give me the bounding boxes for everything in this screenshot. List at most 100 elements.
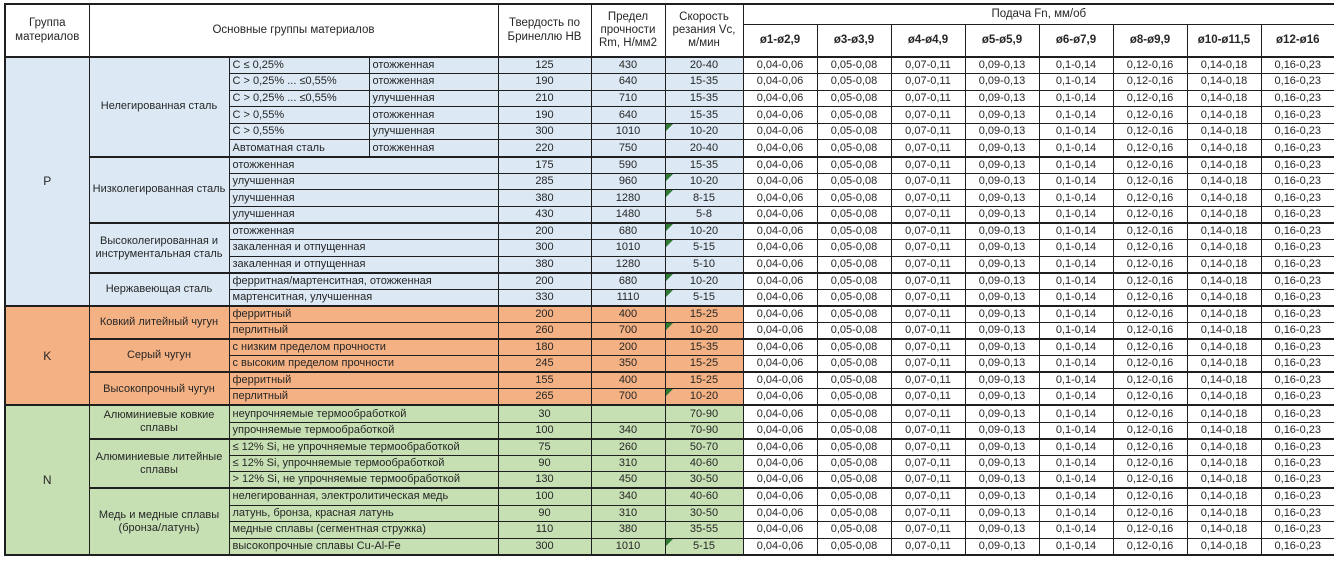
feed-value-cell: 0,05-0,08 bbox=[816, 487, 892, 506]
note-marker-icon bbox=[666, 290, 673, 297]
material-description-cell: отожженная bbox=[368, 56, 499, 75]
hardness-cell: 285 bbox=[497, 172, 592, 191]
strength-cell: 1010 bbox=[590, 537, 666, 556]
feed-value-cell: 0,04-0,06 bbox=[742, 388, 818, 406]
table-row: улучшенная 430 1480 5-8 0,04-0,06 0,05-0,08 0,… bbox=[5, 205, 1334, 224]
cutting-speed-value: 10-20 bbox=[689, 390, 719, 403]
cutting-speed-cell: 10-20 bbox=[664, 322, 744, 340]
feed-value-cell: 0,16-0,23 bbox=[1260, 304, 1334, 323]
strength-cell: 310 bbox=[590, 504, 666, 523]
cutting-speed-cell: 10-20 bbox=[664, 388, 744, 406]
feed-value-cell: 0,05-0,08 bbox=[816, 454, 892, 473]
feed-value-cell: 0,16-0,23 bbox=[1260, 205, 1334, 224]
feed-value-cell: 0,09-0,13 bbox=[964, 155, 1040, 174]
material-description-cell: закаленная и отпущенная bbox=[228, 255, 499, 274]
table-row: C > 0,25% ... ≤0,55% улучшенная 210 710 15-3… bbox=[5, 89, 1334, 108]
feed-value-cell: 0,1-0,14 bbox=[1038, 139, 1114, 158]
feed-value-cell: 0,12-0,16 bbox=[1112, 155, 1188, 174]
table-row: Нержавеющая сталь ферритная/мартенситная,… bbox=[5, 271, 1334, 307]
strength-cell: 1110 bbox=[590, 288, 666, 307]
feed-value-cell: 0,1-0,14 bbox=[1038, 189, 1114, 207]
cutting-speed-cell: 30-50 bbox=[664, 504, 744, 523]
strength-cell: 430 bbox=[590, 56, 666, 75]
hardness-cell: 210 bbox=[497, 89, 592, 108]
table-row: медные сплавы (сегментная стружка) 110 380… bbox=[5, 521, 1334, 539]
material-description-cell: неупрочняемые термообработкой bbox=[228, 404, 499, 423]
material-description-cell: улучшенная bbox=[228, 172, 499, 191]
feed-value-cell: 0,04-0,06 bbox=[742, 471, 818, 489]
table-header: Группа материалов Основные группы матери… bbox=[4, 3, 1334, 58]
cutting-data-table: Группа материалов Основные группы матери… bbox=[4, 3, 1334, 556]
strength-cell: 700 bbox=[590, 322, 666, 340]
material-description-cell: с низким пределом прочности bbox=[228, 338, 499, 357]
cutting-speed-cell: 15-35 bbox=[664, 338, 744, 357]
hardness-cell: 130 bbox=[497, 471, 592, 489]
feed-value-cell: 0,05-0,08 bbox=[816, 89, 892, 108]
material-description-cell: отожженная bbox=[228, 155, 499, 174]
feed-value-cell: 0,04-0,06 bbox=[742, 288, 818, 307]
feed-value-cell: 0,07-0,11 bbox=[890, 338, 966, 357]
material-description-cell: нелегированная, электролитическая медь bbox=[228, 487, 499, 506]
table-row: Высокопрочный чугун ферритный 155 400 15-25 0… bbox=[5, 371, 1334, 406]
feed-value-cell: 0,07-0,11 bbox=[890, 388, 966, 406]
feed-value-cell: 0,14-0,18 bbox=[1186, 504, 1262, 523]
feed-value-cell: 0,07-0,11 bbox=[890, 521, 966, 539]
cutting-speed-value: 15-35 bbox=[689, 91, 719, 104]
feed-value-cell: 0,04-0,06 bbox=[742, 73, 818, 91]
feed-value-cell: 0,16-0,23 bbox=[1260, 155, 1334, 174]
table-row: закаленная и отпущенная 300 1010 5-15 0,04-0… bbox=[5, 239, 1334, 257]
feed-value-cell: 0,07-0,11 bbox=[890, 371, 966, 390]
cutting-speed-cell: 70-90 bbox=[664, 404, 744, 423]
feed-value-cell: 0,1-0,14 bbox=[1038, 338, 1114, 357]
feed-value-cell: 0,04-0,06 bbox=[742, 322, 818, 340]
note-marker-icon bbox=[666, 274, 673, 281]
feed-value-cell: 0,04-0,06 bbox=[742, 155, 818, 174]
feed-value-cell: 0,12-0,16 bbox=[1112, 89, 1188, 108]
strength-cell: 350 bbox=[590, 355, 666, 373]
feed-value-cell: 0,05-0,08 bbox=[816, 189, 892, 207]
hardness-cell: 125 bbox=[497, 56, 592, 75]
feed-diameter-header: ø8-ø9,9 bbox=[1112, 23, 1188, 58]
feed-value-cell: 0,05-0,08 bbox=[816, 471, 892, 489]
feed-value-cell: 0,09-0,13 bbox=[964, 304, 1040, 323]
feed-value-cell: 0,05-0,08 bbox=[816, 322, 892, 340]
strength-cell: 680 bbox=[590, 271, 666, 290]
strength-cell: 400 bbox=[590, 304, 666, 323]
cutting-speed-cell: 15-35 bbox=[664, 89, 744, 108]
feed-value-cell: 0,1-0,14 bbox=[1038, 172, 1114, 191]
feed-value-cell: 0,16-0,23 bbox=[1260, 189, 1334, 207]
feed-value-cell: 0,16-0,23 bbox=[1260, 421, 1334, 440]
feed-value-cell: 0,1-0,14 bbox=[1038, 388, 1114, 406]
feed-value-cell: 0,07-0,11 bbox=[890, 471, 966, 489]
cutting-speed-value: 10-20 bbox=[689, 174, 719, 187]
feed-value-cell: 0,14-0,18 bbox=[1186, 73, 1262, 91]
feed-value-cell: 0,14-0,18 bbox=[1186, 205, 1262, 224]
table-row: C > 0,55% улучшенная 300 1010 10-20 0,04-0,06… bbox=[5, 122, 1334, 141]
feed-value-cell: 0,16-0,23 bbox=[1260, 255, 1334, 274]
feed-value-cell: 0,14-0,18 bbox=[1186, 255, 1262, 274]
feed-value-cell: 0,05-0,08 bbox=[816, 221, 892, 241]
feed-value-cell: 0,16-0,23 bbox=[1260, 537, 1334, 556]
cutting-speed-value: 15-25 bbox=[689, 374, 719, 387]
feed-value-cell: 0,05-0,08 bbox=[816, 56, 892, 75]
feed-value-cell: 0,09-0,13 bbox=[964, 421, 1040, 440]
feed-value-cell: 0,1-0,14 bbox=[1038, 504, 1114, 523]
hardness-cell: 180 bbox=[497, 338, 592, 357]
hardness-cell: 110 bbox=[497, 521, 592, 539]
feed-value-cell: 0,04-0,06 bbox=[742, 122, 818, 141]
feed-value-cell: 0,14-0,18 bbox=[1186, 106, 1262, 124]
note-marker-icon bbox=[666, 240, 673, 248]
feed-value-cell: 0,16-0,23 bbox=[1260, 73, 1334, 91]
material-description-cell: отожженная bbox=[228, 221, 499, 241]
hardness-cell: 300 bbox=[497, 122, 592, 141]
strength-cell: 700 bbox=[590, 388, 666, 406]
feed-value-cell: 0,16-0,23 bbox=[1260, 271, 1334, 290]
material-description-cell: > 12% Si, не упрочняемые термообработкой bbox=[228, 471, 499, 489]
feed-diameter-header: ø4-ø4,9 bbox=[890, 23, 966, 58]
hardness-cell: 200 bbox=[497, 304, 592, 323]
feed-value-cell: 0,09-0,13 bbox=[964, 255, 1040, 274]
note-marker-icon bbox=[666, 323, 673, 330]
feed-value-cell: 0,1-0,14 bbox=[1038, 322, 1114, 340]
strength-cell: 340 bbox=[590, 487, 666, 506]
feed-value-cell: 0,07-0,11 bbox=[890, 437, 966, 456]
